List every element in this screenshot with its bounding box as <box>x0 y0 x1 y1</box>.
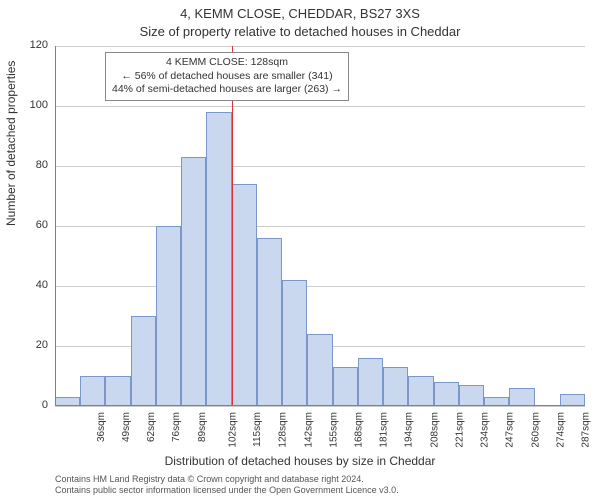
histogram-bar <box>156 226 181 406</box>
ytick-label: 20 <box>8 339 48 351</box>
footer: Contains HM Land Registry data © Crown c… <box>55 474 399 497</box>
x-axis-label: Distribution of detached houses by size … <box>0 454 600 468</box>
ytick-label: 120 <box>8 39 48 51</box>
page-title-sub: Size of property relative to detached ho… <box>0 24 600 39</box>
histogram-bar <box>509 388 534 406</box>
xtick-label: 181sqm <box>379 412 390 448</box>
grid-line <box>55 226 585 227</box>
xtick-label: 62sqm <box>146 412 157 442</box>
xtick-label: 260sqm <box>530 412 541 448</box>
ytick-label: 100 <box>8 99 48 111</box>
histogram-bar <box>282 280 307 406</box>
grid-line <box>55 166 585 167</box>
xtick-label: 274sqm <box>555 412 566 448</box>
chart-container: 4, KEMM CLOSE, CHEDDAR, BS27 3XS Size of… <box>0 0 600 500</box>
xtick-label: 76sqm <box>171 412 182 442</box>
y-axis-line <box>55 46 56 406</box>
xtick-label: 234sqm <box>480 412 491 448</box>
histogram-bar <box>232 184 257 406</box>
annotation-line3: 44% of semi-detached houses are larger (… <box>112 83 342 97</box>
histogram-bar <box>257 238 282 406</box>
plot-area: 4 KEMM CLOSE: 128sqm ← 56% of detached h… <box>55 46 585 406</box>
page-title-address: 4, KEMM CLOSE, CHEDDAR, BS27 3XS <box>0 6 600 21</box>
annotation-line1: 4 KEMM CLOSE: 128sqm <box>112 56 342 70</box>
histogram-bar <box>206 112 231 406</box>
xtick-label: 168sqm <box>354 412 365 448</box>
xtick-label: 128sqm <box>278 412 289 448</box>
ytick-label: 40 <box>8 279 48 291</box>
grid-line <box>55 406 585 407</box>
xtick-label: 287sqm <box>581 412 592 448</box>
xtick-label: 155sqm <box>328 412 339 448</box>
xtick-label: 221sqm <box>455 412 466 448</box>
histogram-bar <box>307 334 332 406</box>
histogram-bar <box>80 376 105 406</box>
xtick-label: 208sqm <box>429 412 440 448</box>
grid-line <box>55 46 585 47</box>
histogram-bar <box>358 358 383 406</box>
xtick-label: 89sqm <box>197 412 208 442</box>
ytick-label: 80 <box>8 159 48 171</box>
xtick-label: 194sqm <box>404 412 415 448</box>
histogram-bar <box>131 316 156 406</box>
histogram-bar <box>459 385 484 406</box>
histogram-bar <box>105 376 130 406</box>
ytick-label: 0 <box>8 399 48 411</box>
y-axis-label: Number of detached properties <box>4 61 18 226</box>
grid-line <box>55 106 585 107</box>
xtick-label: 247sqm <box>505 412 516 448</box>
histogram-bar <box>434 382 459 406</box>
footer-line2: Contains public sector information licen… <box>55 485 399 496</box>
footer-line1: Contains HM Land Registry data © Crown c… <box>55 474 399 485</box>
x-axis-line <box>55 405 585 406</box>
annotation-box: 4 KEMM CLOSE: 128sqm ← 56% of detached h… <box>105 52 349 101</box>
annotation-line2: ← 56% of detached houses are smaller (34… <box>112 70 342 84</box>
xtick-label: 49sqm <box>121 412 132 442</box>
ytick-label: 60 <box>8 219 48 231</box>
histogram-bar <box>383 367 408 406</box>
grid-line <box>55 286 585 287</box>
xtick-label: 36sqm <box>96 412 107 442</box>
histogram-bar <box>181 157 206 406</box>
xtick-label: 102sqm <box>227 412 238 448</box>
xtick-label: 115sqm <box>252 412 263 447</box>
xtick-label: 142sqm <box>303 412 314 448</box>
histogram-bar <box>333 367 358 406</box>
histogram-bar <box>408 376 433 406</box>
